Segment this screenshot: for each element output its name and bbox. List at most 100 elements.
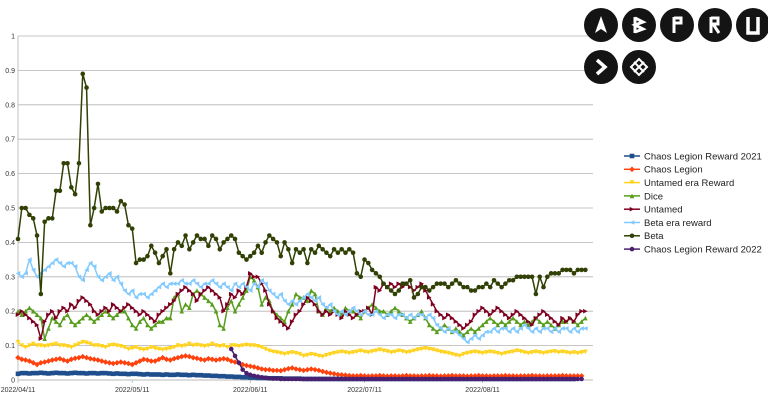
data-point bbox=[118, 281, 124, 286]
data-point bbox=[285, 365, 292, 372]
data-point bbox=[533, 326, 539, 331]
data-point bbox=[480, 376, 485, 382]
data-point bbox=[476, 350, 482, 355]
data-point bbox=[141, 315, 146, 321]
data-point bbox=[301, 295, 306, 300]
data-point bbox=[366, 312, 371, 317]
data-point bbox=[148, 372, 154, 377]
data-point bbox=[34, 322, 40, 328]
data-point bbox=[339, 376, 344, 382]
data-point bbox=[190, 372, 196, 378]
data-point bbox=[567, 329, 573, 335]
rune-f-icon[interactable] bbox=[660, 8, 694, 42]
data-point bbox=[114, 360, 120, 366]
series-line bbox=[17, 73, 586, 299]
data-point bbox=[346, 308, 352, 314]
data-point bbox=[366, 350, 371, 355]
data-point bbox=[545, 319, 550, 324]
data-point bbox=[206, 298, 211, 304]
data-point bbox=[377, 347, 383, 353]
data-point bbox=[472, 329, 478, 335]
data-point bbox=[453, 376, 459, 382]
data-point bbox=[217, 295, 223, 300]
data-point bbox=[49, 216, 55, 221]
data-point bbox=[430, 376, 436, 382]
data-point bbox=[80, 315, 86, 321]
rune-b-icon[interactable] bbox=[622, 8, 656, 42]
data-point bbox=[518, 326, 523, 331]
data-point bbox=[61, 305, 66, 311]
data-point bbox=[160, 308, 166, 314]
data-point bbox=[545, 350, 550, 355]
data-point bbox=[476, 284, 482, 290]
data-point bbox=[465, 329, 470, 335]
data-point bbox=[236, 374, 242, 380]
y-tick-label: 0.7 bbox=[5, 137, 15, 144]
data-point bbox=[316, 243, 322, 249]
data-point bbox=[129, 305, 135, 311]
data-point bbox=[121, 360, 128, 366]
data-point bbox=[503, 376, 508, 382]
north-arrow-icon[interactable] bbox=[584, 8, 618, 42]
data-point bbox=[278, 291, 284, 297]
data-point bbox=[468, 319, 474, 324]
data-point bbox=[197, 356, 204, 363]
data-point bbox=[373, 284, 379, 290]
rune-u-icon[interactable] bbox=[736, 8, 768, 42]
data-point bbox=[484, 319, 489, 324]
data-point bbox=[206, 343, 211, 348]
data-point bbox=[88, 222, 93, 228]
data-point bbox=[259, 374, 265, 380]
data-point bbox=[240, 367, 245, 372]
data-point bbox=[274, 350, 280, 355]
data-point bbox=[385, 284, 390, 290]
rune-k-icon[interactable] bbox=[584, 50, 618, 84]
data-point bbox=[465, 322, 470, 328]
data-point bbox=[57, 308, 63, 314]
data-point bbox=[289, 260, 295, 266]
data-point bbox=[339, 315, 344, 321]
data-point bbox=[122, 305, 127, 311]
data-point bbox=[457, 322, 463, 328]
data-point bbox=[426, 288, 432, 293]
rune-r-icon[interactable] bbox=[698, 8, 732, 42]
data-point bbox=[312, 291, 318, 297]
data-point bbox=[168, 346, 173, 351]
data-point bbox=[476, 308, 482, 314]
data-point bbox=[419, 284, 424, 290]
data-point bbox=[27, 212, 32, 218]
data-point bbox=[45, 358, 52, 364]
data-point bbox=[465, 339, 470, 345]
data-point bbox=[396, 281, 402, 286]
data-point bbox=[324, 376, 329, 382]
data-point bbox=[76, 370, 82, 376]
data-point bbox=[629, 246, 635, 252]
data-point bbox=[289, 298, 295, 304]
data-point bbox=[137, 346, 143, 352]
data-point bbox=[510, 277, 516, 283]
data-point bbox=[468, 336, 474, 342]
data-point bbox=[583, 349, 588, 355]
data-point bbox=[442, 322, 447, 328]
data-point bbox=[552, 271, 558, 276]
data-point bbox=[304, 366, 311, 373]
data-point bbox=[350, 376, 356, 382]
data-point bbox=[183, 343, 188, 348]
data-point bbox=[312, 376, 318, 382]
data-point bbox=[457, 281, 463, 286]
data-point bbox=[445, 312, 451, 317]
data-point bbox=[629, 166, 635, 173]
data-point bbox=[453, 352, 459, 358]
data-point bbox=[525, 350, 531, 356]
data-point bbox=[205, 355, 212, 362]
data-point bbox=[354, 312, 360, 317]
data-point bbox=[103, 345, 108, 350]
data-point bbox=[263, 240, 268, 245]
data-point bbox=[198, 236, 204, 242]
data-point bbox=[42, 219, 47, 225]
data-point bbox=[629, 180, 635, 185]
data-point bbox=[42, 336, 47, 342]
data-point bbox=[308, 298, 314, 304]
rune-ng-icon[interactable] bbox=[622, 50, 656, 84]
legend-item: Chaos Legion Reward 2021 bbox=[624, 151, 762, 162]
